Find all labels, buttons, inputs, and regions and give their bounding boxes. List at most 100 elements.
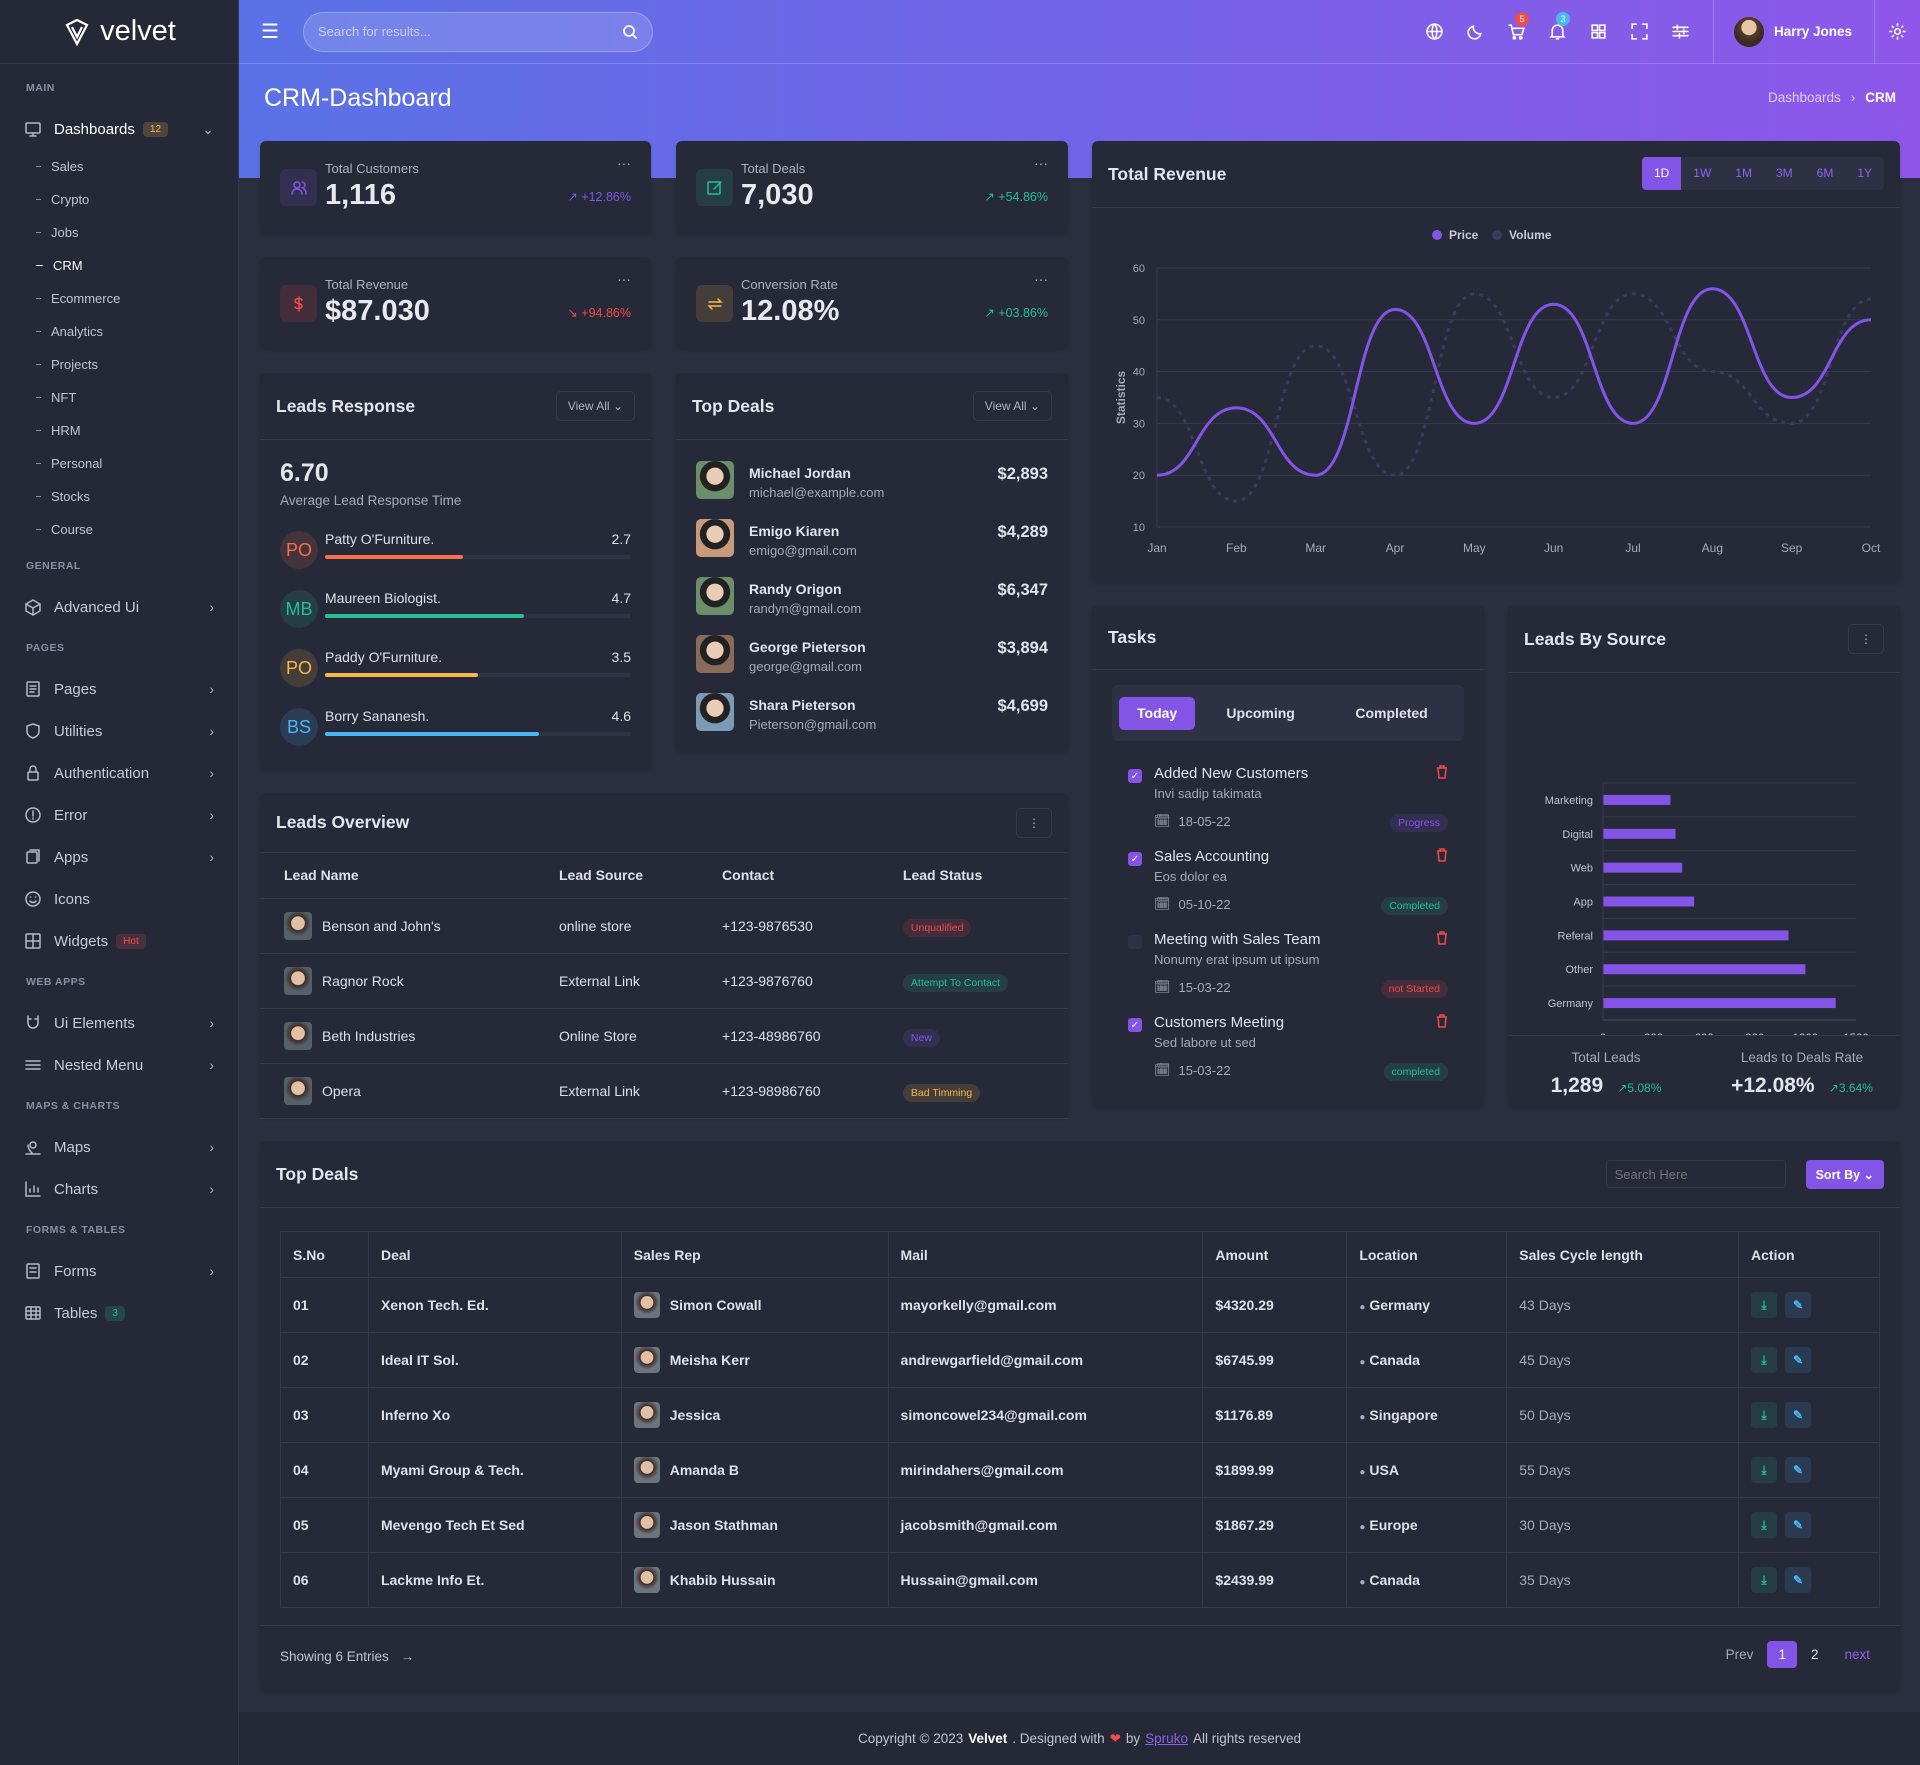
sliders-icon[interactable] [1660, 0, 1701, 64]
sidebar-item-advanced-ui[interactable]: Advanced Ui › [0, 586, 238, 628]
sidebar-subitem-stocks[interactable]: Stocks [0, 480, 238, 513]
tab-completed[interactable]: Completed [1355, 704, 1428, 721]
trash-icon[interactable] [1436, 848, 1448, 866]
page-2-button[interactable]: 2 [1810, 1647, 1819, 1662]
menu-toggle-icon[interactable]: ☰ [261, 21, 279, 43]
sidebar-subitem-personal[interactable]: Personal [0, 447, 238, 480]
task-checkbox[interactable] [1128, 935, 1142, 949]
range-3m[interactable]: 3M [1775, 166, 1793, 180]
sidebar-item-pages[interactable]: Pages › [0, 668, 238, 710]
sidebar-item-label: Maps [54, 1139, 197, 1156]
deal-item[interactable]: George Pieterson george@gmail.com $3,894 [696, 635, 1048, 685]
trash-icon[interactable] [1436, 931, 1448, 949]
view-all-button[interactable]: View All ⌄ [972, 391, 1052, 421]
breadcrumb-dashboards[interactable]: Dashboards [1767, 90, 1841, 105]
sidebar-item-ui-elements[interactable]: Ui Elements › [0, 1002, 238, 1044]
deal-item[interactable]: Shara Pieterson Pieterson@gmail.com $4,699 [696, 693, 1048, 743]
bell-icon[interactable]: 3 [1537, 0, 1578, 64]
edit-icon[interactable]: ✎ [1785, 1566, 1812, 1593]
tab-today[interactable]: Today [1119, 696, 1196, 730]
sidebar-subitem-nft[interactable]: NFT [0, 381, 238, 414]
more-options-icon[interactable]: ··· [1034, 155, 1048, 171]
view-all-button[interactable]: View All ⌄ [555, 391, 635, 421]
deal-item[interactable]: Emigo Kiaren emigo@gmail.com $4,289 [696, 519, 1048, 569]
sidebar-item-dashboards[interactable]: Dashboards 12 ⌄ [0, 108, 238, 150]
more-options-icon[interactable]: ··· [617, 271, 631, 287]
sidebar-item-apps[interactable]: Apps › [0, 836, 238, 878]
sidebar-subitem-projects[interactable]: Projects [0, 348, 238, 381]
task-checkbox[interactable]: ✓ [1128, 769, 1142, 783]
sidebar-item-forms[interactable]: Forms › [0, 1250, 238, 1292]
deal-item[interactable]: Michael Jordan michael@example.com $2,893 [696, 461, 1048, 511]
sidebar-item-tables[interactable]: Tables 3 [0, 1292, 238, 1334]
user-profile[interactable]: Harry Jones [1712, 0, 1875, 64]
edit-icon[interactable]: ✎ [1785, 1346, 1812, 1373]
table-search-input[interactable] [1605, 1160, 1786, 1188]
sidebar-item-widgets[interactable]: Widgets Hot [0, 920, 238, 962]
task-checkbox[interactable]: ✓ [1128, 852, 1142, 866]
gear-icon[interactable] [1875, 22, 1920, 41]
moon-icon[interactable] [1455, 0, 1496, 64]
download-icon[interactable]: ⤓ [1751, 1457, 1778, 1484]
sidebar-subitem-analytics[interactable]: Analytics [0, 315, 238, 348]
legend-label[interactable]: Price [1449, 228, 1479, 242]
range-1w[interactable]: 1W [1693, 166, 1712, 180]
edit-icon[interactable]: ✎ [1785, 1401, 1812, 1428]
sidebar-item-icons[interactable]: Icons [0, 878, 238, 920]
cart-icon[interactable]: 5 [1496, 0, 1537, 64]
search-icon[interactable] [622, 24, 638, 40]
range-1m[interactable]: 1M [1735, 166, 1752, 180]
download-icon[interactable]: ⤓ [1751, 1347, 1778, 1374]
sidebar-subitem-crm[interactable]: CRM [0, 249, 238, 282]
trash-icon[interactable] [1436, 1014, 1448, 1032]
arrow-right-icon[interactable]: → [400, 1649, 415, 1664]
globe-icon[interactable] [1414, 0, 1455, 64]
logo[interactable]: velvet [0, 0, 238, 64]
sidebar-item-charts[interactable]: Charts › [0, 1168, 238, 1210]
sidebar-item-utilities[interactable]: Utilities › [0, 710, 238, 752]
more-options-icon[interactable]: ⋮ [1016, 807, 1052, 838]
stat-value: 12.08% [741, 295, 840, 327]
more-options-icon[interactable]: ··· [1034, 271, 1048, 287]
author-link[interactable]: Spruko [1145, 1731, 1188, 1746]
sidebar-item-maps[interactable]: Maps › [0, 1126, 238, 1168]
footer-rights: All rights reserved [1192, 1731, 1301, 1746]
deal-item[interactable]: Randy Origon randyn@gmail.com $6,347 [696, 577, 1048, 627]
range-1d[interactable]: 1D [1641, 157, 1682, 190]
tab-upcoming[interactable]: Upcoming [1226, 704, 1295, 721]
status-badge: Progress [1389, 814, 1448, 832]
next-page-button[interactable]: next [1844, 1647, 1870, 1662]
edit-icon[interactable]: ✎ [1785, 1291, 1812, 1318]
download-icon[interactable]: ⤓ [1751, 1402, 1778, 1429]
sidebar-subitem-sales[interactable]: Sales [0, 150, 238, 183]
sidebar-item-error[interactable]: Error › [0, 794, 238, 836]
sidebar-subitem-ecommerce[interactable]: Ecommerce [0, 282, 238, 315]
lead-response-item: PO Patty O'Furniture. 2.7 [280, 531, 631, 581]
sidebar-subitem-hrm[interactable]: HRM [0, 414, 238, 447]
legend-label[interactable]: Volume [1509, 228, 1552, 242]
sidebar-subitem-jobs[interactable]: Jobs [0, 216, 238, 249]
download-icon[interactable]: ⤓ [1751, 1512, 1778, 1539]
lead-response-item: PO Paddy O'Furniture. 3.5 [280, 649, 631, 699]
range-6m[interactable]: 6M [1816, 166, 1834, 180]
download-icon[interactable]: ⤓ [1751, 1292, 1778, 1319]
fullscreen-icon[interactable] [1619, 0, 1660, 64]
more-options-icon[interactable]: ··· [617, 155, 631, 171]
edit-icon[interactable]: ✎ [1785, 1456, 1812, 1483]
more-options-icon[interactable]: ⋮ [1848, 624, 1884, 654]
sidebar-subitem-course[interactable]: Course [0, 513, 238, 546]
range-1y[interactable]: 1Y [1857, 166, 1872, 180]
sidebar-item-authentication[interactable]: Authentication › [0, 752, 238, 794]
sidebar-item-nested-menu[interactable]: Nested Menu › [0, 1044, 238, 1086]
sort-by-button[interactable]: Sort By ⌄ [1805, 1159, 1884, 1189]
trash-icon[interactable] [1436, 765, 1448, 783]
page-1-button[interactable]: 1 [1767, 1641, 1797, 1668]
prev-page-button[interactable]: Prev [1725, 1647, 1754, 1662]
download-icon[interactable]: ⤓ [1751, 1567, 1778, 1594]
sidebar-subitem-crypto[interactable]: Crypto [0, 183, 238, 216]
task-checkbox[interactable]: ✓ [1128, 1018, 1142, 1032]
apps-grid-icon[interactable] [1578, 0, 1619, 64]
edit-icon[interactable]: ✎ [1785, 1511, 1812, 1538]
stat-title: Total Deals [741, 161, 806, 176]
search-input[interactable] [318, 24, 622, 39]
